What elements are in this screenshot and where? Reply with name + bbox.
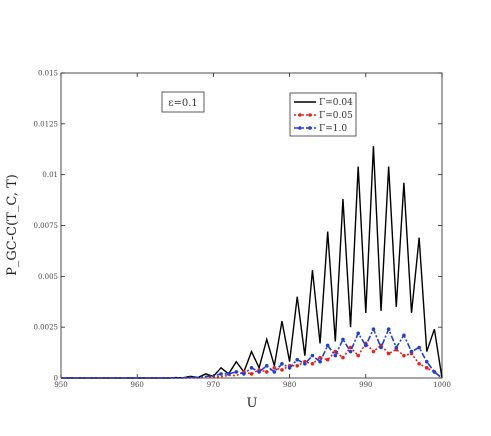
- series-point-2: [310, 361, 315, 366]
- series-point-3: [394, 345, 399, 350]
- y-tick-label: 0.0075: [34, 222, 59, 230]
- series-point-3: [318, 359, 322, 364]
- y-tick-label: 0.01: [42, 171, 58, 179]
- series-point-2: [417, 361, 421, 366]
- series-point-3: [386, 327, 391, 332]
- series-point-3: [226, 372, 231, 376]
- series-point-3: [272, 370, 277, 374]
- series-point-2: [249, 372, 254, 376]
- x-tick-label: 970: [207, 381, 220, 389]
- series-point-3: [371, 327, 376, 332]
- series-point-3: [257, 370, 261, 374]
- legend: Γ=0.04 Γ=0.05 Γ=1.0: [289, 92, 357, 137]
- annotation-box: ε=0.1: [161, 91, 205, 113]
- series-point-3: [348, 349, 353, 354]
- y-tick-label: 0: [54, 375, 58, 383]
- series-layer: [61, 146, 443, 379]
- series-point-3: [424, 359, 429, 364]
- y-tick-label: 0.015: [38, 70, 58, 78]
- series-point-2: [356, 353, 360, 358]
- x-tick-label: 980: [283, 381, 296, 389]
- series-point-2: [341, 355, 345, 360]
- series-point-2: [371, 349, 376, 354]
- series-point-3: [242, 372, 246, 376]
- series-point-2: [272, 366, 277, 370]
- series-point-3: [325, 343, 330, 348]
- x-tick-label: 990: [359, 381, 372, 389]
- axis-ticks: 950 960 970 980 990 1000 0 0.0025 0.005 0.0075 0.0…: [34, 70, 451, 390]
- y-axis-label: P_GC-C(T_C, T): [5, 174, 20, 276]
- series-point-3: [303, 361, 307, 366]
- series-point-2: [402, 353, 406, 358]
- series-point-3: [295, 357, 300, 362]
- legend-marker: [308, 113, 312, 117]
- series-point-2: [424, 366, 429, 370]
- series-point-3: [356, 331, 360, 336]
- series-point-3: [249, 366, 254, 370]
- series-point-3: [287, 366, 292, 370]
- legend-marker: [308, 126, 312, 130]
- series-point-3: [341, 337, 345, 342]
- series-point-2: [295, 364, 300, 368]
- x-axis-label: U: [247, 396, 258, 411]
- x-tick-label: 950: [54, 381, 67, 389]
- legend-label: Γ=0.04: [319, 98, 353, 108]
- x-tick-label: 960: [131, 381, 144, 389]
- y-tick-label: 0.0125: [34, 120, 59, 128]
- series-point-3: [402, 333, 406, 338]
- series-point-2: [280, 368, 284, 372]
- series-point-3: [432, 370, 437, 374]
- series-point-3: [364, 343, 368, 348]
- annotation-label: ε=0.1: [168, 98, 197, 109]
- y-tick-label: 0.0025: [34, 324, 59, 332]
- x-tick-label: 1000: [433, 381, 451, 389]
- series-line-2: [61, 342, 443, 379]
- series-point-2: [386, 351, 391, 356]
- legend-label: Γ=1.0: [319, 124, 347, 134]
- series-point-3: [379, 345, 383, 350]
- series-line-1: [61, 146, 443, 379]
- legend-marker: [298, 113, 302, 117]
- series-point-3: [310, 353, 315, 358]
- series-point-3: [219, 372, 223, 376]
- series-line-3: [61, 327, 443, 379]
- series-point-2: [264, 370, 269, 374]
- series-point-3: [234, 370, 239, 374]
- series-point-3: [264, 364, 269, 368]
- series-point-3: [417, 345, 421, 350]
- legend-label: Γ=0.05: [319, 111, 353, 121]
- series-point-3: [409, 349, 414, 354]
- y-tick-label: 0.005: [38, 273, 58, 281]
- series-point-3: [333, 353, 338, 358]
- series-point-3: [280, 361, 284, 366]
- legend-marker: [298, 126, 302, 130]
- series-point-2: [325, 357, 330, 362]
